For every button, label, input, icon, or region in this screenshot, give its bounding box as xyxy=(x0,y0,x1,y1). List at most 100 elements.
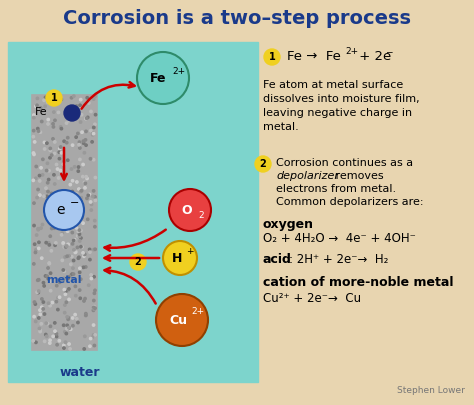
Circle shape xyxy=(67,318,69,320)
Circle shape xyxy=(82,163,84,166)
Circle shape xyxy=(92,309,95,311)
Circle shape xyxy=(72,317,74,319)
Circle shape xyxy=(264,49,280,65)
Text: Cu²⁺ + 2e⁻→  Cu: Cu²⁺ + 2e⁻→ Cu xyxy=(263,292,361,305)
Circle shape xyxy=(47,198,50,201)
Circle shape xyxy=(41,120,43,123)
Circle shape xyxy=(79,147,81,149)
Circle shape xyxy=(85,175,87,178)
Circle shape xyxy=(52,202,55,205)
Text: −: − xyxy=(385,47,392,57)
Circle shape xyxy=(163,241,197,275)
Circle shape xyxy=(63,224,65,227)
Circle shape xyxy=(75,109,78,112)
Circle shape xyxy=(78,256,80,258)
Circle shape xyxy=(82,175,84,178)
Circle shape xyxy=(60,234,63,236)
Circle shape xyxy=(36,291,38,293)
Circle shape xyxy=(79,240,81,242)
Circle shape xyxy=(75,136,77,139)
Circle shape xyxy=(75,318,78,320)
Circle shape xyxy=(38,327,41,330)
Text: metal: metal xyxy=(46,275,82,285)
Circle shape xyxy=(41,257,43,259)
Circle shape xyxy=(80,229,82,232)
Circle shape xyxy=(63,278,65,280)
Bar xyxy=(8,42,258,382)
Circle shape xyxy=(76,181,78,183)
Circle shape xyxy=(32,340,34,342)
Circle shape xyxy=(65,108,68,110)
Circle shape xyxy=(51,195,54,198)
Circle shape xyxy=(92,248,95,251)
Text: 1: 1 xyxy=(269,52,275,62)
Circle shape xyxy=(90,277,92,280)
Circle shape xyxy=(255,156,271,172)
Circle shape xyxy=(37,247,40,249)
Circle shape xyxy=(74,313,76,316)
Text: Fe: Fe xyxy=(150,72,166,85)
Circle shape xyxy=(77,166,80,168)
Bar xyxy=(32,95,97,350)
Circle shape xyxy=(64,256,66,258)
Circle shape xyxy=(63,288,65,291)
Circle shape xyxy=(94,95,97,97)
Circle shape xyxy=(70,168,73,170)
Text: 2+: 2+ xyxy=(191,307,204,316)
Circle shape xyxy=(94,307,96,309)
Circle shape xyxy=(64,245,66,248)
Circle shape xyxy=(93,292,96,294)
Circle shape xyxy=(67,243,69,245)
Circle shape xyxy=(39,330,41,333)
Circle shape xyxy=(36,196,38,199)
Circle shape xyxy=(77,170,80,173)
Circle shape xyxy=(35,165,37,168)
Circle shape xyxy=(46,169,48,172)
Circle shape xyxy=(47,190,49,193)
Circle shape xyxy=(65,122,68,124)
Circle shape xyxy=(41,306,43,309)
Circle shape xyxy=(85,117,88,119)
Circle shape xyxy=(73,249,75,251)
Circle shape xyxy=(33,153,35,156)
Circle shape xyxy=(78,235,81,237)
Circle shape xyxy=(69,347,71,350)
Circle shape xyxy=(68,119,70,122)
Circle shape xyxy=(48,262,51,265)
Circle shape xyxy=(82,140,84,143)
Circle shape xyxy=(37,188,39,191)
Text: Fe →  Fe: Fe → Fe xyxy=(287,51,341,64)
Circle shape xyxy=(89,158,91,160)
Circle shape xyxy=(33,315,36,318)
Circle shape xyxy=(47,302,50,305)
Circle shape xyxy=(78,141,81,143)
Circle shape xyxy=(85,314,87,317)
Circle shape xyxy=(43,99,45,102)
Text: e: e xyxy=(57,203,65,217)
Circle shape xyxy=(94,196,96,198)
Circle shape xyxy=(50,192,53,195)
Text: 2+: 2+ xyxy=(345,47,358,57)
Circle shape xyxy=(47,277,49,280)
Circle shape xyxy=(53,227,55,229)
Circle shape xyxy=(37,290,40,292)
Circle shape xyxy=(59,147,61,150)
Circle shape xyxy=(54,244,56,247)
Circle shape xyxy=(51,227,53,230)
Circle shape xyxy=(49,325,52,328)
Circle shape xyxy=(72,116,74,119)
Circle shape xyxy=(55,163,58,166)
Circle shape xyxy=(64,304,66,306)
Circle shape xyxy=(37,317,40,319)
Circle shape xyxy=(45,96,47,98)
Circle shape xyxy=(93,275,95,278)
Circle shape xyxy=(36,104,38,107)
Circle shape xyxy=(82,252,84,254)
Circle shape xyxy=(42,301,45,303)
Circle shape xyxy=(73,259,75,262)
Circle shape xyxy=(54,183,56,185)
Circle shape xyxy=(53,174,55,176)
Circle shape xyxy=(82,142,85,145)
Circle shape xyxy=(52,226,55,228)
Circle shape xyxy=(55,284,58,287)
